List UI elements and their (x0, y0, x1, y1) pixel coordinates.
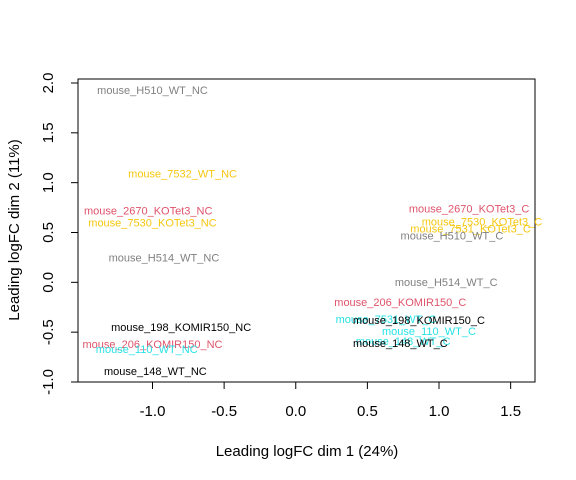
y-tick-label: -1.0 (40, 369, 57, 395)
x-axis: -1.0 -0.5 0.0 0.5 1.0 1.5 (140, 381, 521, 420)
x-tick-label: 1.5 (500, 403, 521, 420)
sample-label: mouse_198_KOMIR150_NC (111, 322, 251, 334)
sample-label: mouse_7532_WT_NC (128, 169, 237, 181)
sample-label: mouse_7530_KOTet3_C (422, 216, 543, 228)
y-tick-label: -0.5 (40, 319, 57, 345)
sample-label: mouse_H510_WT_NC (97, 85, 208, 97)
sample-labels: mouse_H510_WT_NC mouse_7532_WT_NC mouse_26… (82, 85, 542, 378)
y-axis: -1.0 -0.5 0.0 0.5 1.0 1.5 2.0 (40, 73, 79, 395)
sample-label: mouse_7531_KOTet3_C (410, 223, 531, 235)
sample-label: mouse_H510_WT_C (401, 230, 504, 242)
sample-label: mouse_H514_WT_C (395, 277, 498, 289)
x-tick-label: 0.0 (285, 403, 306, 420)
sample-label: mouse_H514_WT_NC (109, 252, 220, 264)
sample-label: mouse_110_WT_C (382, 326, 476, 338)
sample-label: mouse_2670_KOTet3_C (409, 203, 530, 215)
y-tick-label: 1.0 (40, 172, 57, 193)
y-axis-title: Leading logFC dim 2 (11%) (6, 139, 23, 320)
sample-label: mouse_110_WT_NC (96, 344, 198, 356)
sample-label: mouse_148_WT_NC (104, 366, 207, 378)
sample-label: mouse_7531_WT_C (336, 314, 437, 326)
sample-label: mouse_198_KOMIR150_C (353, 315, 485, 327)
x-tick-label: -0.5 (211, 403, 237, 420)
x-axis-title: Leading logFC dim 1 (24%) (216, 443, 399, 460)
sample-label: mouse_148_WT_C (356, 336, 451, 348)
y-tick-label: 0.5 (40, 222, 57, 243)
y-tick-label: 0.0 (40, 272, 57, 293)
sample-label: mouse_206_KOMIR150_C (334, 297, 466, 309)
sample-label: mouse_148_WT_C (353, 338, 448, 350)
x-tick-label: 0.5 (357, 403, 378, 420)
sample-label: mouse_2670_KOTet3_NC (84, 205, 212, 217)
sample-label: mouse_7530_KOTet3_NC (88, 217, 216, 229)
sample-label: mouse_206_KOMIR150_NC (82, 339, 222, 351)
x-tick-label: 1.0 (429, 403, 450, 420)
y-tick-label: 2.0 (40, 73, 57, 94)
x-tick-label: -1.0 (140, 403, 166, 420)
y-tick-label: 1.5 (40, 122, 57, 143)
